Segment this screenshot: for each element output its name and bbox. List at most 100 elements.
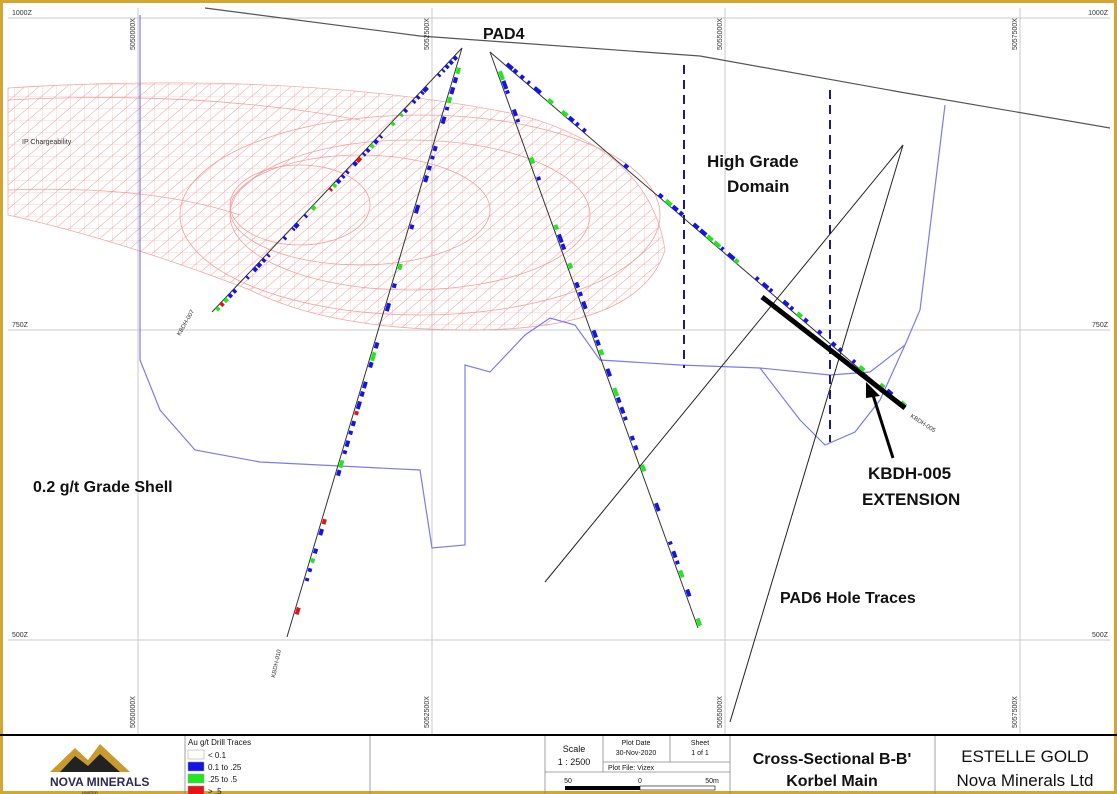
assay-interval bbox=[318, 528, 325, 536]
logo-sub: LIMITED bbox=[82, 790, 98, 794]
sheet: 1 of 1 bbox=[691, 750, 709, 757]
assay-interval bbox=[350, 420, 357, 427]
assay-interval bbox=[411, 99, 417, 105]
pad-label: PAD4 bbox=[483, 26, 525, 43]
assay-interval bbox=[252, 266, 259, 273]
assay-interval bbox=[348, 430, 354, 436]
assay-interval bbox=[449, 86, 456, 95]
assay-interval bbox=[303, 213, 309, 219]
assay-interval bbox=[452, 76, 459, 84]
assay-interval bbox=[526, 80, 531, 85]
ip-label: IP Chargeability bbox=[22, 139, 72, 146]
assay-interval bbox=[633, 444, 639, 451]
assay-interval bbox=[413, 204, 421, 214]
extension-label: EXTENSION bbox=[862, 490, 960, 509]
assay-interval bbox=[338, 459, 345, 469]
assay-interval bbox=[581, 127, 587, 133]
legend-title: Au g/t Drill Traces bbox=[188, 738, 251, 747]
assay-interval bbox=[851, 359, 857, 365]
assay-interval bbox=[355, 400, 362, 410]
assay-interval bbox=[529, 156, 536, 165]
sheet-title: Cross-Sectional B-B' bbox=[753, 751, 912, 768]
assay-interval bbox=[397, 263, 403, 271]
assay-interval bbox=[671, 550, 678, 559]
assay-interval bbox=[830, 341, 837, 348]
assay-interval bbox=[567, 115, 575, 123]
assay-interval bbox=[574, 281, 580, 289]
assay-interval bbox=[733, 258, 740, 264]
assay-interval bbox=[667, 540, 673, 546]
assay-interval bbox=[581, 300, 588, 310]
assay-interval bbox=[782, 299, 790, 307]
shell-label: 0.2 g/t Grade Shell bbox=[33, 479, 173, 496]
scalebar-label: 50m bbox=[705, 778, 719, 785]
assay-interval bbox=[266, 253, 271, 258]
assay-interval bbox=[282, 235, 288, 241]
assay-interval bbox=[223, 297, 229, 304]
assay-interval bbox=[726, 252, 736, 261]
assay-interval bbox=[796, 311, 804, 319]
scalebar-label: 0 bbox=[638, 778, 642, 785]
assay-interval bbox=[336, 469, 342, 477]
assay-interval bbox=[879, 382, 886, 390]
extension bbox=[760, 295, 907, 410]
assay-interval bbox=[885, 388, 894, 396]
assay-interval bbox=[560, 109, 569, 118]
assay-interval bbox=[373, 341, 380, 349]
assay-interval bbox=[816, 329, 823, 336]
assay-interval bbox=[256, 262, 263, 269]
assay-interval bbox=[619, 406, 626, 415]
assay-interval bbox=[685, 588, 692, 597]
assay-interval bbox=[355, 156, 363, 164]
assay-interval bbox=[436, 73, 442, 78]
assay-interval bbox=[321, 518, 327, 525]
assay-interval bbox=[678, 210, 685, 217]
assay-interval bbox=[719, 246, 725, 252]
scalebar-label: 50 bbox=[564, 778, 572, 785]
domain-label: High Grade bbox=[707, 152, 799, 171]
elevation-label: 500Z bbox=[12, 632, 29, 639]
easting-label: 5057500X bbox=[1012, 18, 1019, 50]
easting-label: 5057500X bbox=[1012, 696, 1019, 728]
assay-interval bbox=[706, 234, 714, 242]
domain-lines bbox=[683, 65, 831, 442]
logo bbox=[50, 744, 130, 772]
assay-interval bbox=[567, 262, 574, 270]
assay-interval bbox=[423, 175, 430, 183]
assay-interval bbox=[432, 145, 438, 152]
hole-label: KBDH-010 bbox=[271, 648, 283, 678]
company: ESTELLE GOLD bbox=[961, 747, 1089, 766]
assay-interval bbox=[304, 577, 310, 582]
assay-interval bbox=[335, 178, 342, 185]
assay-interval bbox=[754, 275, 760, 282]
assay-interval bbox=[369, 143, 375, 149]
domain-label: Domain bbox=[727, 177, 789, 196]
assay-interval bbox=[515, 118, 521, 123]
arrow-head bbox=[866, 382, 880, 398]
assay-interval bbox=[455, 67, 462, 75]
legend-swatch bbox=[187, 761, 205, 772]
assay-interval bbox=[331, 183, 338, 189]
easting-label: 5055000X bbox=[717, 696, 724, 728]
assay-interval bbox=[574, 121, 580, 127]
title-block bbox=[184, 736, 936, 794]
assay-interval bbox=[560, 243, 567, 251]
assay-interval bbox=[441, 68, 446, 73]
assay-interval bbox=[354, 410, 360, 416]
assay-interval bbox=[294, 606, 301, 616]
assay-interval bbox=[664, 198, 673, 207]
assay-interval bbox=[699, 228, 708, 237]
assay-interval bbox=[444, 64, 450, 70]
assay-interval bbox=[623, 163, 630, 170]
easting-label: 5052500X bbox=[424, 696, 431, 728]
assay-interval bbox=[344, 440, 351, 448]
elevation-label: 1000Z bbox=[12, 10, 33, 17]
assay-interval bbox=[654, 502, 661, 512]
ip-mesh bbox=[7, 82, 666, 331]
assay-interval bbox=[384, 302, 392, 312]
assay-interval bbox=[577, 291, 584, 297]
elevation-label: 750Z bbox=[12, 322, 29, 329]
assay-interval bbox=[342, 449, 348, 455]
assay-interval bbox=[361, 152, 367, 157]
